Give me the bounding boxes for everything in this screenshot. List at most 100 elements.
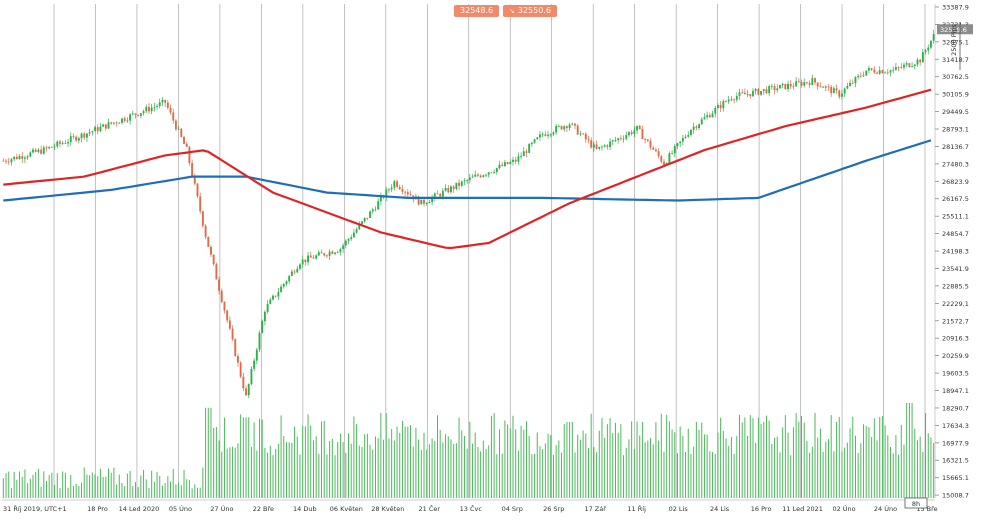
candle[interactable] xyxy=(816,82,819,90)
candle[interactable] xyxy=(96,124,99,135)
ask-price-label[interactable]: ↘ 32550.6 xyxy=(503,5,557,17)
candle[interactable] xyxy=(512,156,514,166)
candle[interactable] xyxy=(15,153,18,160)
candle[interactable] xyxy=(490,172,493,174)
candle[interactable] xyxy=(166,99,169,110)
candle[interactable] xyxy=(285,280,288,287)
candle[interactable] xyxy=(881,69,884,74)
candle[interactable] xyxy=(312,254,315,259)
candle[interactable] xyxy=(334,251,336,256)
candle[interactable] xyxy=(309,251,312,258)
candle[interactable] xyxy=(350,234,353,241)
candle[interactable] xyxy=(857,74,860,80)
candle[interactable] xyxy=(218,276,221,295)
candle[interactable] xyxy=(112,122,115,126)
candle[interactable] xyxy=(738,88,741,100)
candle[interactable] xyxy=(404,190,407,197)
candle[interactable] xyxy=(401,184,404,195)
candle[interactable] xyxy=(390,184,393,192)
candle[interactable] xyxy=(574,123,576,130)
candle[interactable] xyxy=(530,141,533,147)
candle[interactable] xyxy=(565,125,568,133)
candle[interactable] xyxy=(425,202,428,206)
candle[interactable] xyxy=(571,122,574,126)
candle[interactable] xyxy=(765,86,768,95)
candle[interactable] xyxy=(903,62,905,71)
candle[interactable] xyxy=(722,99,725,112)
candle[interactable] xyxy=(568,122,571,131)
candle[interactable] xyxy=(590,137,593,149)
candle[interactable] xyxy=(91,130,94,136)
candle[interactable] xyxy=(644,137,647,144)
candle[interactable] xyxy=(498,160,501,170)
candle[interactable] xyxy=(727,95,730,105)
candle[interactable] xyxy=(506,161,509,165)
candle[interactable] xyxy=(199,192,202,214)
candle[interactable] xyxy=(366,217,369,220)
candle[interactable] xyxy=(272,294,274,301)
candle[interactable] xyxy=(237,353,239,367)
candle[interactable] xyxy=(924,48,927,55)
candle[interactable] xyxy=(673,144,676,158)
candle[interactable] xyxy=(228,316,231,331)
candle[interactable] xyxy=(212,254,215,266)
candle[interactable] xyxy=(185,141,188,148)
candle[interactable] xyxy=(7,158,10,165)
candle[interactable] xyxy=(177,125,180,130)
candle[interactable] xyxy=(873,66,876,74)
time-axis[interactable]: 31 Říj 2019, UTC+1 18 Pro 14 Led 2020 05 Ún… xyxy=(2,497,938,513)
candle[interactable] xyxy=(245,385,247,397)
candle[interactable] xyxy=(514,156,517,165)
candle[interactable] xyxy=(547,131,549,139)
candle[interactable] xyxy=(37,148,40,154)
candle[interactable] xyxy=(708,112,711,118)
candle[interactable] xyxy=(110,122,113,125)
candle[interactable] xyxy=(231,325,234,341)
candle[interactable] xyxy=(800,79,803,88)
candle[interactable] xyxy=(668,151,671,164)
candle[interactable] xyxy=(280,284,283,293)
candle[interactable] xyxy=(900,63,903,69)
candle[interactable] xyxy=(878,66,881,75)
candle[interactable] xyxy=(805,81,808,85)
candle[interactable] xyxy=(45,145,48,152)
candle[interactable] xyxy=(121,118,123,125)
candle[interactable] xyxy=(358,221,361,231)
candle[interactable] xyxy=(396,179,398,189)
candle[interactable] xyxy=(72,133,75,140)
candle[interactable] xyxy=(191,159,194,178)
candle[interactable] xyxy=(495,167,498,175)
candle[interactable] xyxy=(398,184,401,191)
candle[interactable] xyxy=(226,309,229,324)
candle[interactable] xyxy=(107,118,110,130)
candle[interactable] xyxy=(679,141,682,147)
candle[interactable] xyxy=(139,113,142,119)
candle[interactable] xyxy=(355,227,358,234)
candle[interactable] xyxy=(867,65,870,74)
candle[interactable] xyxy=(363,217,366,223)
candle[interactable] xyxy=(150,103,153,115)
candle[interactable] xyxy=(48,146,51,150)
candle[interactable] xyxy=(5,158,7,164)
candle[interactable] xyxy=(660,155,663,164)
candle[interactable] xyxy=(622,135,625,143)
candle[interactable] xyxy=(69,132,72,146)
candle[interactable] xyxy=(725,100,727,103)
candle[interactable] xyxy=(592,141,595,152)
candle[interactable] xyxy=(781,82,784,89)
candle[interactable] xyxy=(595,140,598,150)
candle[interactable] xyxy=(29,151,32,158)
candle[interactable] xyxy=(83,132,86,141)
candle[interactable] xyxy=(21,152,24,163)
candle[interactable] xyxy=(188,146,191,166)
candle[interactable] xyxy=(180,128,183,138)
candle[interactable] xyxy=(374,206,377,212)
candle[interactable] xyxy=(102,123,105,127)
candle[interactable] xyxy=(50,146,53,148)
candle[interactable] xyxy=(99,122,102,133)
candle[interactable] xyxy=(894,62,897,71)
candle[interactable] xyxy=(379,192,382,206)
candle[interactable] xyxy=(603,144,606,148)
candle[interactable] xyxy=(148,103,150,115)
